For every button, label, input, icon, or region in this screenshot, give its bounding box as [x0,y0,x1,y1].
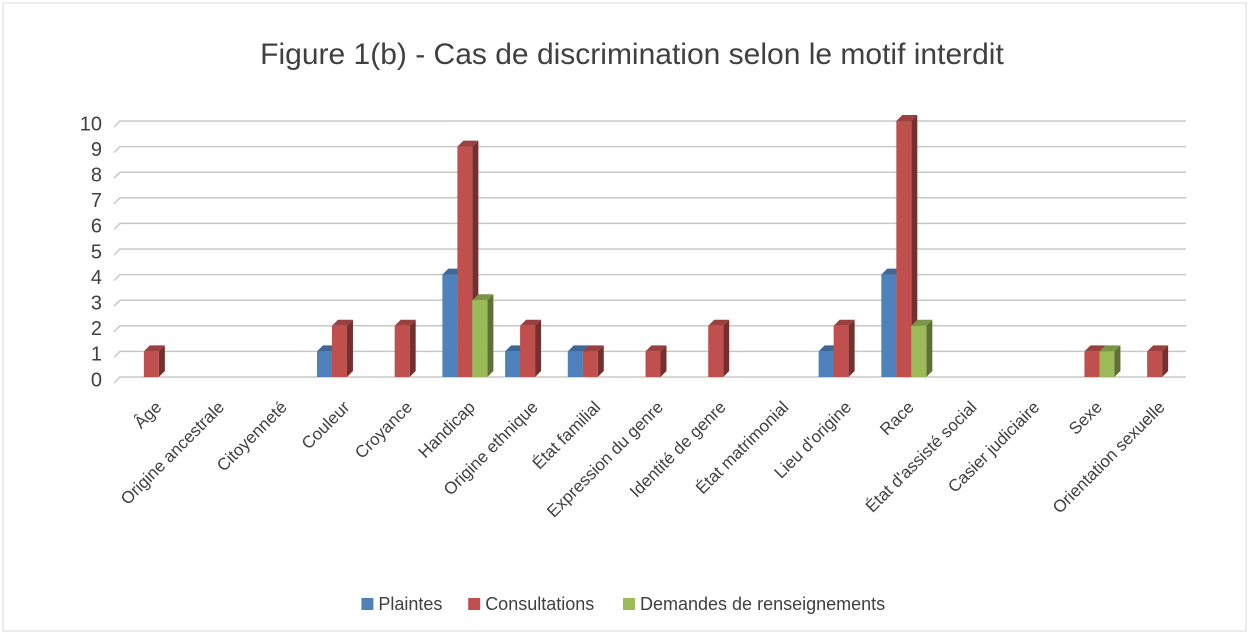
bar-top [1147,345,1169,352]
bar-front [582,351,598,377]
bar [1147,345,1169,377]
grid-line [113,145,1186,154]
bar-top [394,319,416,326]
y-tick-label: 5 [91,241,102,263]
legend-swatch [623,598,635,610]
legend-label: Consultations [485,594,594,614]
bar-front [457,146,473,377]
bar-side [535,319,542,377]
y-tick-label: 0 [91,369,102,391]
grid-line [113,171,1186,179]
bar-side [487,294,494,377]
grid-line [113,222,1186,230]
bar-front [833,325,849,377]
bar-side [597,345,604,377]
bar-top [708,319,730,326]
bar-front [442,274,458,377]
grid-line [113,273,1186,282]
bar-side [660,345,667,377]
bar-top [911,319,933,326]
legend-swatch [361,598,374,610]
bar-top [896,115,918,121]
grid-line [113,299,1186,307]
bar-side [1162,345,1169,377]
bar-front [881,274,897,377]
bar-side [926,319,933,377]
bar-top [1084,345,1106,352]
bar-top [143,345,165,352]
y-tick-label: 4 [91,267,102,289]
y-tick-label: 1 [91,344,102,366]
bar [472,294,494,377]
legend-swatch [468,598,481,610]
bar-side [158,345,165,377]
bar [911,319,933,377]
y-tick-label: 10 [80,113,102,135]
bar-front [818,351,834,377]
bar-front [1099,351,1115,377]
grid-line [113,248,1186,256]
y-tick-label: 7 [91,190,102,212]
bar-top [1099,345,1121,352]
bar-front [1084,351,1100,377]
bar-top [567,345,589,352]
grid-line [113,325,1186,333]
bar [833,319,855,377]
y-tick-label: 3 [91,292,102,314]
bar-side [1114,345,1121,377]
bar [394,319,416,377]
bar [708,319,730,377]
bar-side [911,115,918,377]
bar [520,319,542,377]
bar [896,115,918,377]
bar-side [723,319,730,377]
legend-label: Demandes de renseignements [640,594,885,614]
bar-side [346,319,353,377]
bar-front [520,325,536,377]
grid-line [113,197,1186,205]
bar-top [645,345,667,352]
bar [645,345,667,377]
bar-front [472,300,488,377]
bar-top [331,319,353,326]
bar-top [833,319,855,326]
bar-front [331,325,347,377]
bar-front [505,351,521,377]
bar-front [708,325,724,377]
bar-front [645,351,661,377]
bar [1099,345,1121,377]
bar-front [394,325,410,377]
grid-line [113,120,1186,128]
bar-top [457,140,479,147]
y-tick-label: 6 [91,216,102,238]
bar-front [143,351,159,377]
bar-front [567,351,583,377]
bar [582,345,604,377]
bar [331,319,353,377]
legend-label: Plaintes [378,594,442,614]
bar-top [472,294,494,301]
chart-title: Figure 1(b) - Cas de discrimination selo… [260,38,1004,71]
y-tick-label: 2 [91,318,102,340]
bar-front [1147,351,1163,377]
y-tick-label: 9 [91,139,102,161]
y-tick-label: 8 [91,164,102,186]
bar [143,345,165,377]
bar-side [848,319,855,377]
bar-front [316,351,332,377]
bar-top [520,319,542,326]
bar-side [409,319,416,377]
bar-top [582,345,604,352]
bar-front [896,121,912,377]
bar-front [911,325,927,377]
